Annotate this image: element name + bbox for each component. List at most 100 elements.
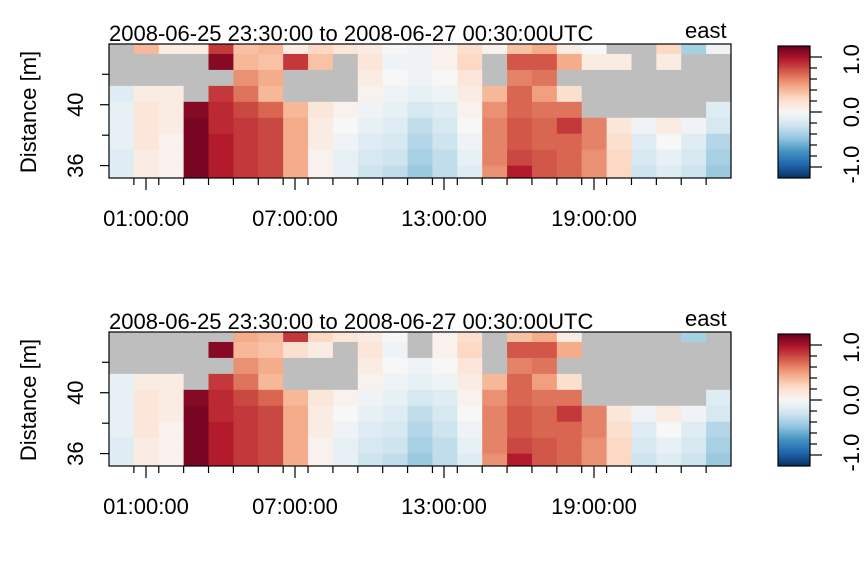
heatmap-cell-missing: [631, 69, 657, 86]
heatmap-cell: [258, 341, 284, 358]
heatmap-cell-missing: [332, 53, 359, 70]
heatmap-cell: [407, 101, 433, 118]
heatmap-cell-missing: [158, 341, 185, 358]
heatmap-cell: [556, 149, 583, 166]
heatmap-cell-missing: [158, 53, 185, 70]
heatmap-cell-missing: [581, 85, 607, 102]
heatmap-cell: [158, 149, 185, 166]
heatmap-cell: [332, 389, 359, 406]
heatmap-cell: [581, 149, 607, 166]
heatmap-cell: [457, 373, 483, 390]
colorbar-segment: [778, 400, 810, 403]
heatmap-cell: [283, 437, 309, 454]
heatmap-cell: [581, 421, 607, 438]
heatmap-cell: [482, 44, 508, 54]
heatmap-cell: [507, 149, 533, 166]
heatmap-cell-missing: [681, 357, 707, 374]
heatmap-cell: [531, 69, 558, 86]
colorbar-segment: [778, 87, 810, 91]
colorbar-segment: [778, 85, 810, 89]
heatmap-cell: [432, 69, 458, 86]
heatmap-cell: [308, 453, 334, 467]
colorbar-segment: [778, 48, 810, 51]
heatmap-cell: [183, 165, 209, 179]
heatmap-cell: [631, 165, 657, 179]
heatmap-cell: [133, 373, 160, 390]
colorbar-segment: [778, 169, 810, 172]
colorbar-segment: [778, 461, 810, 465]
heatmap-cell: [706, 389, 732, 406]
heatmap-cell: [283, 421, 309, 438]
heatmap-cell: [531, 117, 558, 134]
heatmap-cell: [556, 453, 583, 467]
heatmap-cell-missing: [133, 69, 160, 86]
panel-2-ytick-label: 36: [63, 441, 88, 465]
heatmap-cell: [706, 453, 732, 467]
heatmap-cell: [556, 133, 583, 150]
colorbar-segment: [778, 457, 810, 460]
heatmap-cell: [656, 149, 682, 166]
colorbar-segment: [778, 70, 810, 73]
colorbar-segment: [778, 105, 810, 109]
heatmap-cell: [308, 421, 334, 438]
heatmap-cell: [432, 101, 458, 118]
heatmap-cell-missing: [208, 332, 234, 342]
colorbar-segment: [778, 90, 810, 93]
heatmap-cell-missing: [482, 341, 508, 358]
heatmap-cell: [357, 453, 384, 467]
heatmap-cell: [432, 341, 458, 358]
heatmap-cell: [382, 357, 408, 374]
heatmap-cell: [258, 44, 284, 54]
heatmap-cell: [507, 117, 533, 134]
heatmap-cell-missing: [681, 69, 707, 86]
colorbar-segment: [778, 72, 810, 76]
heatmap-cell: [457, 453, 483, 467]
heatmap-cell: [133, 117, 160, 134]
heatmap-cell: [432, 133, 458, 150]
heatmap-cell: [457, 437, 483, 454]
colorbar-segment: [778, 448, 810, 452]
heatmap-cell: [283, 44, 309, 54]
heatmap-cell: [681, 405, 707, 422]
heatmap-cell-missing: [681, 53, 707, 70]
heatmap-cell: [656, 405, 682, 422]
heatmap-cell-missing: [482, 53, 508, 70]
heatmap-cell: [283, 332, 309, 342]
heatmap-cell: [606, 117, 632, 134]
heatmap-cell: [507, 389, 533, 406]
heatmap-cell-missing: [308, 357, 334, 374]
heatmap-cell: [308, 332, 334, 342]
colorbar-segment: [778, 444, 810, 447]
heatmap-cell-missing: [283, 357, 309, 374]
heatmap-cell: [482, 437, 508, 454]
colorbar-segment: [778, 386, 810, 390]
heatmap-cell: [556, 421, 583, 438]
colorbar-segment: [778, 171, 810, 175]
heatmap-cell: [357, 53, 384, 70]
heatmap-cell: [233, 69, 259, 86]
heatmap-cell: [183, 101, 209, 118]
panel-2-y-axis: 36 40: [63, 361, 109, 466]
heatmap-cell: [507, 453, 533, 467]
colorbar-segment: [778, 397, 810, 401]
colorbar-segment: [778, 406, 810, 410]
heatmap-cell: [258, 149, 284, 166]
heatmap-cell: [432, 85, 458, 102]
heatmap-cell: [332, 165, 359, 179]
heatmap-cell: [681, 421, 707, 438]
panel-1-y-axis: 36 40: [63, 73, 109, 178]
heatmap-cell: [183, 405, 209, 422]
heatmap-cell: [258, 373, 284, 390]
heatmap-cell: [407, 453, 433, 467]
heatmap-cell: [258, 117, 284, 134]
heatmap-cell: [258, 85, 284, 102]
heatmap-cell: [133, 437, 160, 454]
panel-2-colorbar-ticks: [810, 344, 822, 456]
heatmap-cell: [556, 101, 583, 118]
heatmap-cell-missing: [133, 53, 160, 70]
colorbar-segment: [778, 426, 810, 430]
colorbar-segment: [778, 424, 810, 427]
colorbar-segment: [778, 417, 810, 421]
heatmap-cell: [133, 421, 160, 438]
heatmap-cell: [357, 101, 384, 118]
